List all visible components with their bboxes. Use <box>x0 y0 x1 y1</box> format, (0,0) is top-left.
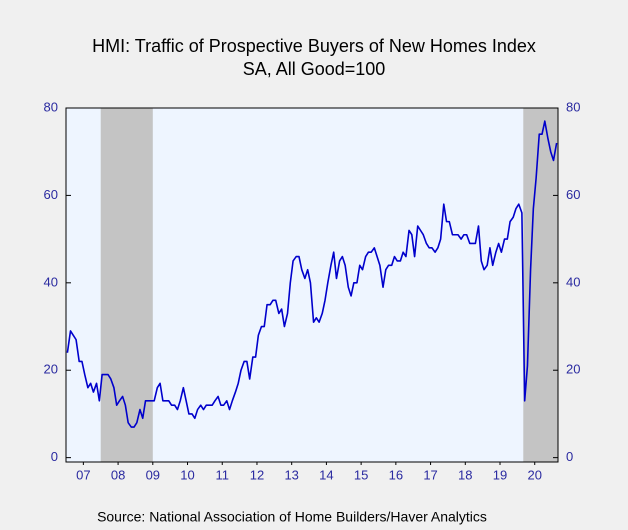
x-tick-label: 19 <box>493 467 507 482</box>
x-tick-label: 14 <box>319 467 333 482</box>
x-tick-label: 10 <box>180 467 194 482</box>
x-tick-label: 11 <box>215 467 229 482</box>
x-tick-label: 08 <box>111 467 125 482</box>
chart-title: HMI: Traffic of Prospective Buyers of Ne… <box>92 36 536 56</box>
y-tick-label: 40 <box>44 274 58 289</box>
x-tick-label: 07 <box>76 467 90 482</box>
recession-shade <box>523 108 558 462</box>
y2-tick-label: 60 <box>566 187 580 202</box>
y-tick-label: 20 <box>44 362 58 377</box>
x-tick-label: 13 <box>284 467 298 482</box>
y-tick-label: 0 <box>51 449 58 464</box>
x-tick-label: 20 <box>528 467 542 482</box>
x-tick-label: 18 <box>458 467 472 482</box>
recession-shade <box>100 108 153 462</box>
y2-tick-label: 20 <box>566 362 580 377</box>
y2-tick-label: 0 <box>566 449 573 464</box>
y-tick-label: 60 <box>44 187 58 202</box>
y2-tick-label: 80 <box>566 99 580 114</box>
x-tick-label: 16 <box>389 467 403 482</box>
x-tick-label: 15 <box>354 467 368 482</box>
data-line <box>66 120 558 428</box>
source-note: Source: National Association of Home Bui… <box>97 509 487 525</box>
y2-tick-label: 40 <box>566 274 580 289</box>
x-tick-label: 17 <box>423 467 437 482</box>
plot-frame <box>65 107 559 463</box>
chart-subtitle: SA, All Good=100 <box>243 59 386 79</box>
y-tick-label: 80 <box>44 99 58 114</box>
x-tick-label: 09 <box>146 467 160 482</box>
x-tick-label: 12 <box>250 467 264 482</box>
